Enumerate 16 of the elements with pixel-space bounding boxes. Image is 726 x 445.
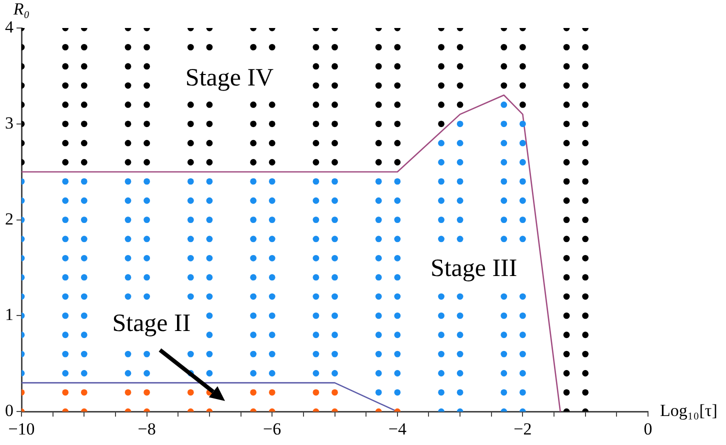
x-tick-label: −4 [388,419,407,438]
annotation: Stage II [112,310,191,337]
annotation: Stage IV [185,64,274,92]
x-tick-label: 0 [644,419,652,438]
y-tick-label: 4 [5,17,14,36]
y-tick-label: 2 [5,209,14,228]
y-tick-label: 3 [5,113,14,132]
x-axis-title: Log₁₀[τ] [660,401,718,420]
y-tick-label: 0 [5,401,14,420]
x-tick-label: −6 [263,419,282,438]
annotation: Stage III [430,254,518,282]
y-axis-title: R₀ [12,0,30,18]
x-tick-label: −2 [514,419,532,438]
x-tick-label: −8 [138,419,156,438]
y-tick-label: 1 [5,305,14,324]
x-tick-label: −10 [8,419,35,438]
